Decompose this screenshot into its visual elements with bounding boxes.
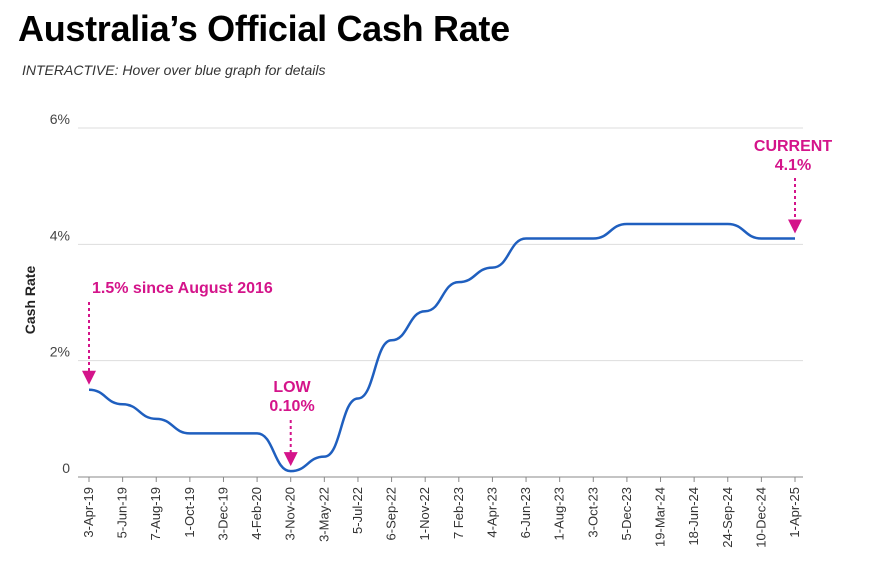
- data-point[interactable]: [486, 262, 498, 274]
- x-tick-label: 18-Jun-24: [686, 487, 701, 546]
- subtitle: INTERACTIVE: Hover over blue graph for d…: [22, 62, 326, 78]
- x-tick-label: 19-Mar-24: [653, 487, 668, 547]
- data-point[interactable]: [554, 233, 566, 245]
- x-tick-label: 1-Aug-23: [552, 487, 567, 540]
- data-point[interactable]: [789, 233, 801, 245]
- y-tick-label: 2%: [50, 344, 70, 360]
- data-point[interactable]: [285, 465, 297, 477]
- x-tick-label: 5-Jul-22: [350, 487, 365, 534]
- data-point[interactable]: [755, 233, 767, 245]
- data-point[interactable]: [386, 334, 398, 346]
- annotation-arrow-head: [788, 219, 802, 234]
- data-point[interactable]: [453, 276, 465, 288]
- data-point[interactable]: [655, 218, 667, 230]
- data-point[interactable]: [83, 384, 95, 396]
- x-tick-label: 5-Jun-19: [115, 487, 130, 538]
- x-tick-label: 5-Dec-23: [619, 487, 634, 540]
- y-tick-label: 0: [62, 460, 70, 476]
- x-tick-label: 4-Feb-20: [249, 487, 264, 540]
- x-tick-label: 3-Nov-20: [283, 487, 298, 540]
- x-tick-label: 1-Oct-19: [182, 487, 197, 538]
- x-tick-label: 1-Nov-22: [417, 487, 432, 540]
- x-tick-label: 3-May-22: [316, 487, 331, 542]
- data-point[interactable]: [587, 233, 599, 245]
- annotation-arrow-head: [283, 452, 298, 467]
- annotation-arrow-head: [82, 370, 96, 385]
- x-tick-label: 6-Jun-23: [518, 487, 533, 538]
- cash-rate-line[interactable]: [88, 222, 795, 473]
- x-tick-label: 4-Apr-23: [484, 487, 499, 538]
- data-point[interactable]: [150, 413, 162, 425]
- annotation-label: 1.5% since August 2016: [92, 280, 273, 297]
- x-tick-label: 10-Dec-24: [753, 487, 768, 548]
- x-tick-label: 7-Aug-19: [148, 487, 163, 540]
- data-point[interactable]: [251, 427, 263, 439]
- annotation-label: LOW: [273, 379, 311, 396]
- data-point[interactable]: [117, 398, 129, 410]
- annotation-label: CURRENT: [754, 138, 832, 155]
- data-point[interactable]: [419, 305, 431, 317]
- x-tick-label: 1-Apr-25: [787, 487, 802, 538]
- x-tick-label: 3-Oct-23: [585, 487, 600, 538]
- data-point[interactable]: [688, 218, 700, 230]
- y-tick-label: 6%: [50, 111, 70, 127]
- x-tick-label: 7 Feb-23: [451, 487, 466, 539]
- x-tick-label: 3-Dec-19: [215, 487, 230, 540]
- annotation-label: 4.1%: [775, 157, 811, 174]
- y-axis-title: Cash Rate: [22, 266, 38, 335]
- data-point[interactable]: [621, 218, 633, 230]
- page-title: Australia’s Official Cash Rate: [18, 8, 510, 49]
- data-point[interactable]: [184, 427, 196, 439]
- annotation-label: 0.10%: [269, 398, 314, 415]
- data-point[interactable]: [217, 427, 229, 439]
- data-point[interactable]: [520, 233, 532, 245]
- x-tick-label: 3-Apr-19: [81, 487, 96, 538]
- y-tick-label: 4%: [50, 227, 70, 243]
- data-point[interactable]: [352, 392, 364, 404]
- x-tick-label: 6-Sep-22: [384, 487, 399, 540]
- x-tick-label: 24-Sep-24: [720, 487, 735, 548]
- data-point[interactable]: [722, 218, 734, 230]
- data-point[interactable]: [318, 451, 330, 463]
